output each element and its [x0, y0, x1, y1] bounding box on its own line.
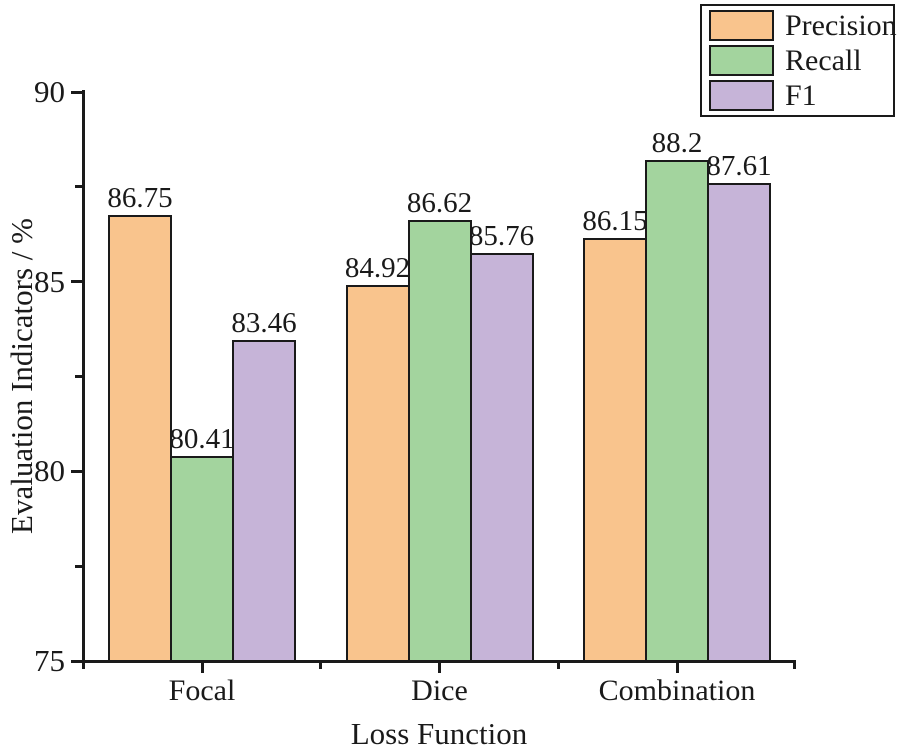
y-major-tick — [71, 280, 82, 284]
bar-recall-dice — [407, 220, 472, 663]
y-minor-tick — [75, 564, 82, 568]
legend-item-recall: Recall — [709, 45, 888, 77]
x-major-tick — [438, 662, 441, 673]
legend-swatch-f1 — [709, 80, 774, 111]
y-major-tick — [71, 90, 82, 94]
y-tick-label: 85 — [34, 263, 65, 299]
x-minor-tick — [319, 662, 323, 669]
bar-precision-focal — [108, 215, 172, 663]
bar-f1-focal — [232, 340, 296, 663]
x-axis-title: Loss Function — [350, 716, 528, 751]
y-tick-label: 90 — [34, 74, 65, 109]
x-minor-tick — [556, 662, 560, 669]
y-minor-tick — [75, 185, 82, 189]
x-tick-label-focal: Focal — [168, 674, 236, 707]
x-minor-tick — [792, 662, 796, 669]
legend-label-recall: Recall — [785, 43, 862, 77]
x-tick-label-combination: Combination — [598, 674, 756, 707]
legend-label-f1: F1 — [785, 78, 817, 112]
bar-value-label: 83.46 — [231, 307, 297, 340]
bar-value-label: 84.92 — [344, 251, 411, 284]
x-tick-label-dice: Dice — [411, 674, 468, 707]
bar-precision-dice — [345, 284, 410, 663]
y-axis-line — [81, 90, 85, 663]
bar-recall-combination — [645, 160, 709, 663]
x-major-tick — [675, 662, 679, 673]
bar-value-label: 86.15 — [582, 205, 648, 238]
x-minor-tick — [81, 662, 85, 669]
bar-value-label: 88.2 — [651, 127, 703, 160]
bar-f1-combination — [707, 182, 771, 663]
bar-f1-dice — [469, 252, 534, 663]
y-tick-label: 80 — [34, 453, 65, 489]
y-axis-title: Evaluation Indicators / % — [4, 218, 39, 534]
legend-label-precision: Precision — [785, 8, 897, 42]
legend-swatch-precision — [709, 10, 774, 41]
y-major-tick — [71, 469, 82, 473]
bar-value-label: 85.76 — [468, 219, 535, 252]
y-major-tick — [71, 659, 82, 663]
y-tick-label: 75 — [34, 643, 65, 678]
bar-recall-focal — [170, 455, 234, 663]
bar-value-label: 86.75 — [107, 182, 173, 215]
legend: Precision Recall F1 — [700, 4, 897, 117]
legend-swatch-recall — [709, 45, 774, 76]
x-major-tick — [200, 662, 204, 673]
legend-item-f1: F1 — [709, 80, 888, 112]
bar-value-label: 87.61 — [706, 149, 772, 182]
x-axis-line — [81, 659, 796, 663]
bar-precision-combination — [583, 238, 647, 663]
bar-value-label: 80.41 — [169, 422, 235, 455]
y-minor-tick — [75, 375, 82, 378]
legend-item-precision: Precision — [709, 10, 897, 42]
bar-value-label: 86.62 — [406, 187, 473, 220]
